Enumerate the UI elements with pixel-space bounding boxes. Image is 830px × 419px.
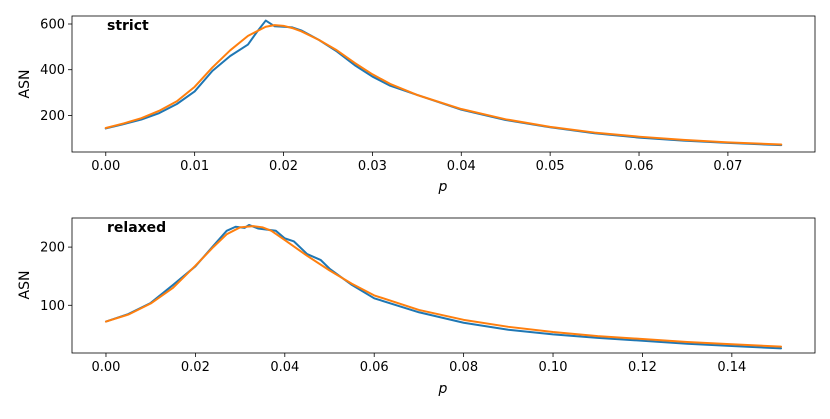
panel-relaxed: 0.00 0.02 0.04 0.06 0.08 0.10 0.12 0.14 100200 … xyxy=(17,217,816,397)
x-tick-label: 0.02 xyxy=(269,159,298,174)
x-tick-label: 0.00 xyxy=(91,360,120,375)
x-tick-label: 0.08 xyxy=(449,360,478,375)
y-axis-label-strict: ASN xyxy=(17,70,33,99)
x-tick-label: 0.01 xyxy=(180,159,209,174)
panel-annotation-relaxed: relaxed xyxy=(107,220,166,236)
x-axis-label-relaxed: p xyxy=(438,381,448,397)
panel-strict: 0.00 0.01 0.02 0.03 0.04 0.05 0.06 0.07 200 400 6… xyxy=(17,15,816,195)
series-lines-relaxed xyxy=(104,223,783,350)
y-tick-label: 200 xyxy=(40,109,65,124)
panel-annotation-strict: strict xyxy=(107,18,149,34)
x-ticks-strict: 0.00 0.01 0.02 0.03 0.04 0.05 0.06 0.07 xyxy=(91,152,742,174)
plot-area-relaxed xyxy=(71,217,816,354)
y-tick-label: 400 xyxy=(40,63,65,78)
x-tick-label: 0.10 xyxy=(539,360,568,375)
x-tick-label: 0.05 xyxy=(536,159,565,174)
x-ticks-relaxed: 0.00 0.02 0.04 0.06 0.08 0.10 0.12 0.14 xyxy=(91,353,746,375)
x-tick-label: 0.07 xyxy=(713,159,742,174)
x-tick-label: 0.14 xyxy=(717,360,746,375)
x-tick-label: 0.06 xyxy=(625,159,654,174)
y-tick-label: 200 xyxy=(40,241,65,256)
y-axis-label-relaxed: ASN xyxy=(17,271,33,300)
series-lines-strict xyxy=(104,19,783,147)
y-tick-label: 600 xyxy=(40,18,65,33)
x-tick-label: 0.00 xyxy=(91,159,120,174)
y-ticks-relaxed: 100 200 xyxy=(40,241,72,314)
x-tick-label: 0.02 xyxy=(181,360,210,375)
x-tick-label: 0.04 xyxy=(447,159,476,174)
x-axis-label-strict: p xyxy=(438,179,448,195)
x-tick-label: 0.12 xyxy=(628,360,657,375)
y-tick-label: 100 xyxy=(40,299,65,314)
x-tick-label: 0.04 xyxy=(270,360,299,375)
plot-area-strict xyxy=(71,15,816,153)
x-tick-label: 0.03 xyxy=(358,159,387,174)
x-tick-label: 0.06 xyxy=(360,360,389,375)
series-line-2 xyxy=(104,24,783,146)
series-line-2 xyxy=(104,225,783,348)
y-ticks-strict: 200 400 600 xyxy=(40,18,72,124)
